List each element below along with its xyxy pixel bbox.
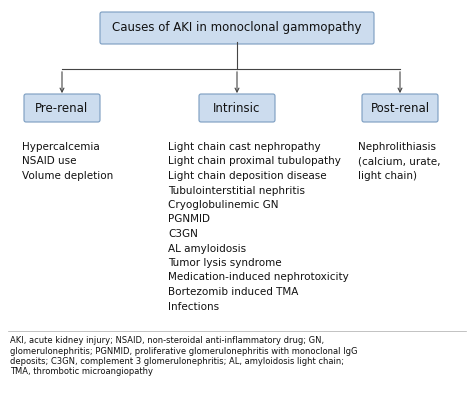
FancyBboxPatch shape	[100, 12, 374, 44]
Text: AL amyloidosis: AL amyloidosis	[168, 244, 246, 253]
Text: Light chain proximal tubulopathy: Light chain proximal tubulopathy	[168, 157, 341, 166]
FancyBboxPatch shape	[362, 94, 438, 122]
Text: Intrinsic: Intrinsic	[213, 102, 261, 115]
FancyBboxPatch shape	[24, 94, 100, 122]
Text: Light chain cast nephropathy: Light chain cast nephropathy	[168, 142, 320, 152]
FancyBboxPatch shape	[199, 94, 275, 122]
Text: Medication-induced nephrotoxicity: Medication-induced nephrotoxicity	[168, 273, 349, 282]
Text: PGNMID: PGNMID	[168, 215, 210, 224]
Text: Light chain deposition disease: Light chain deposition disease	[168, 171, 327, 181]
Text: deposits; C3GN, complement 3 glomerulonephritis; AL, amyloidosis light chain;: deposits; C3GN, complement 3 glomerulone…	[10, 357, 344, 366]
Text: TMA, thrombotic microangiopathy: TMA, thrombotic microangiopathy	[10, 368, 153, 377]
Text: Cryoglobulinemic GN: Cryoglobulinemic GN	[168, 200, 279, 210]
Text: Nephrolithiasis: Nephrolithiasis	[358, 142, 436, 152]
Text: Post-renal: Post-renal	[371, 102, 429, 115]
Text: Bortezomib induced TMA: Bortezomib induced TMA	[168, 287, 298, 297]
Text: glomerulonephritis; PGNMID, proliferative glomerulonephritis with monoclonal IgG: glomerulonephritis; PGNMID, proliferativ…	[10, 346, 357, 355]
Text: (calcium, urate,: (calcium, urate,	[358, 157, 440, 166]
Text: Hypercalcemia: Hypercalcemia	[22, 142, 100, 152]
Text: Tumor lysis syndrome: Tumor lysis syndrome	[168, 258, 282, 268]
Text: Pre-renal: Pre-renal	[36, 102, 89, 115]
Text: Infections: Infections	[168, 302, 219, 311]
Text: NSAID use: NSAID use	[22, 157, 76, 166]
Text: Causes of AKI in monoclonal gammopathy: Causes of AKI in monoclonal gammopathy	[112, 22, 362, 35]
Text: Volume depletion: Volume depletion	[22, 171, 113, 181]
Text: Tubulointerstitial nephritis: Tubulointerstitial nephritis	[168, 186, 305, 195]
Text: AKI, acute kidney injury; NSAID, non-steroidal anti-inflammatory drug; GN,: AKI, acute kidney injury; NSAID, non-ste…	[10, 336, 324, 345]
Text: light chain): light chain)	[358, 171, 417, 181]
Text: C3GN: C3GN	[168, 229, 198, 239]
